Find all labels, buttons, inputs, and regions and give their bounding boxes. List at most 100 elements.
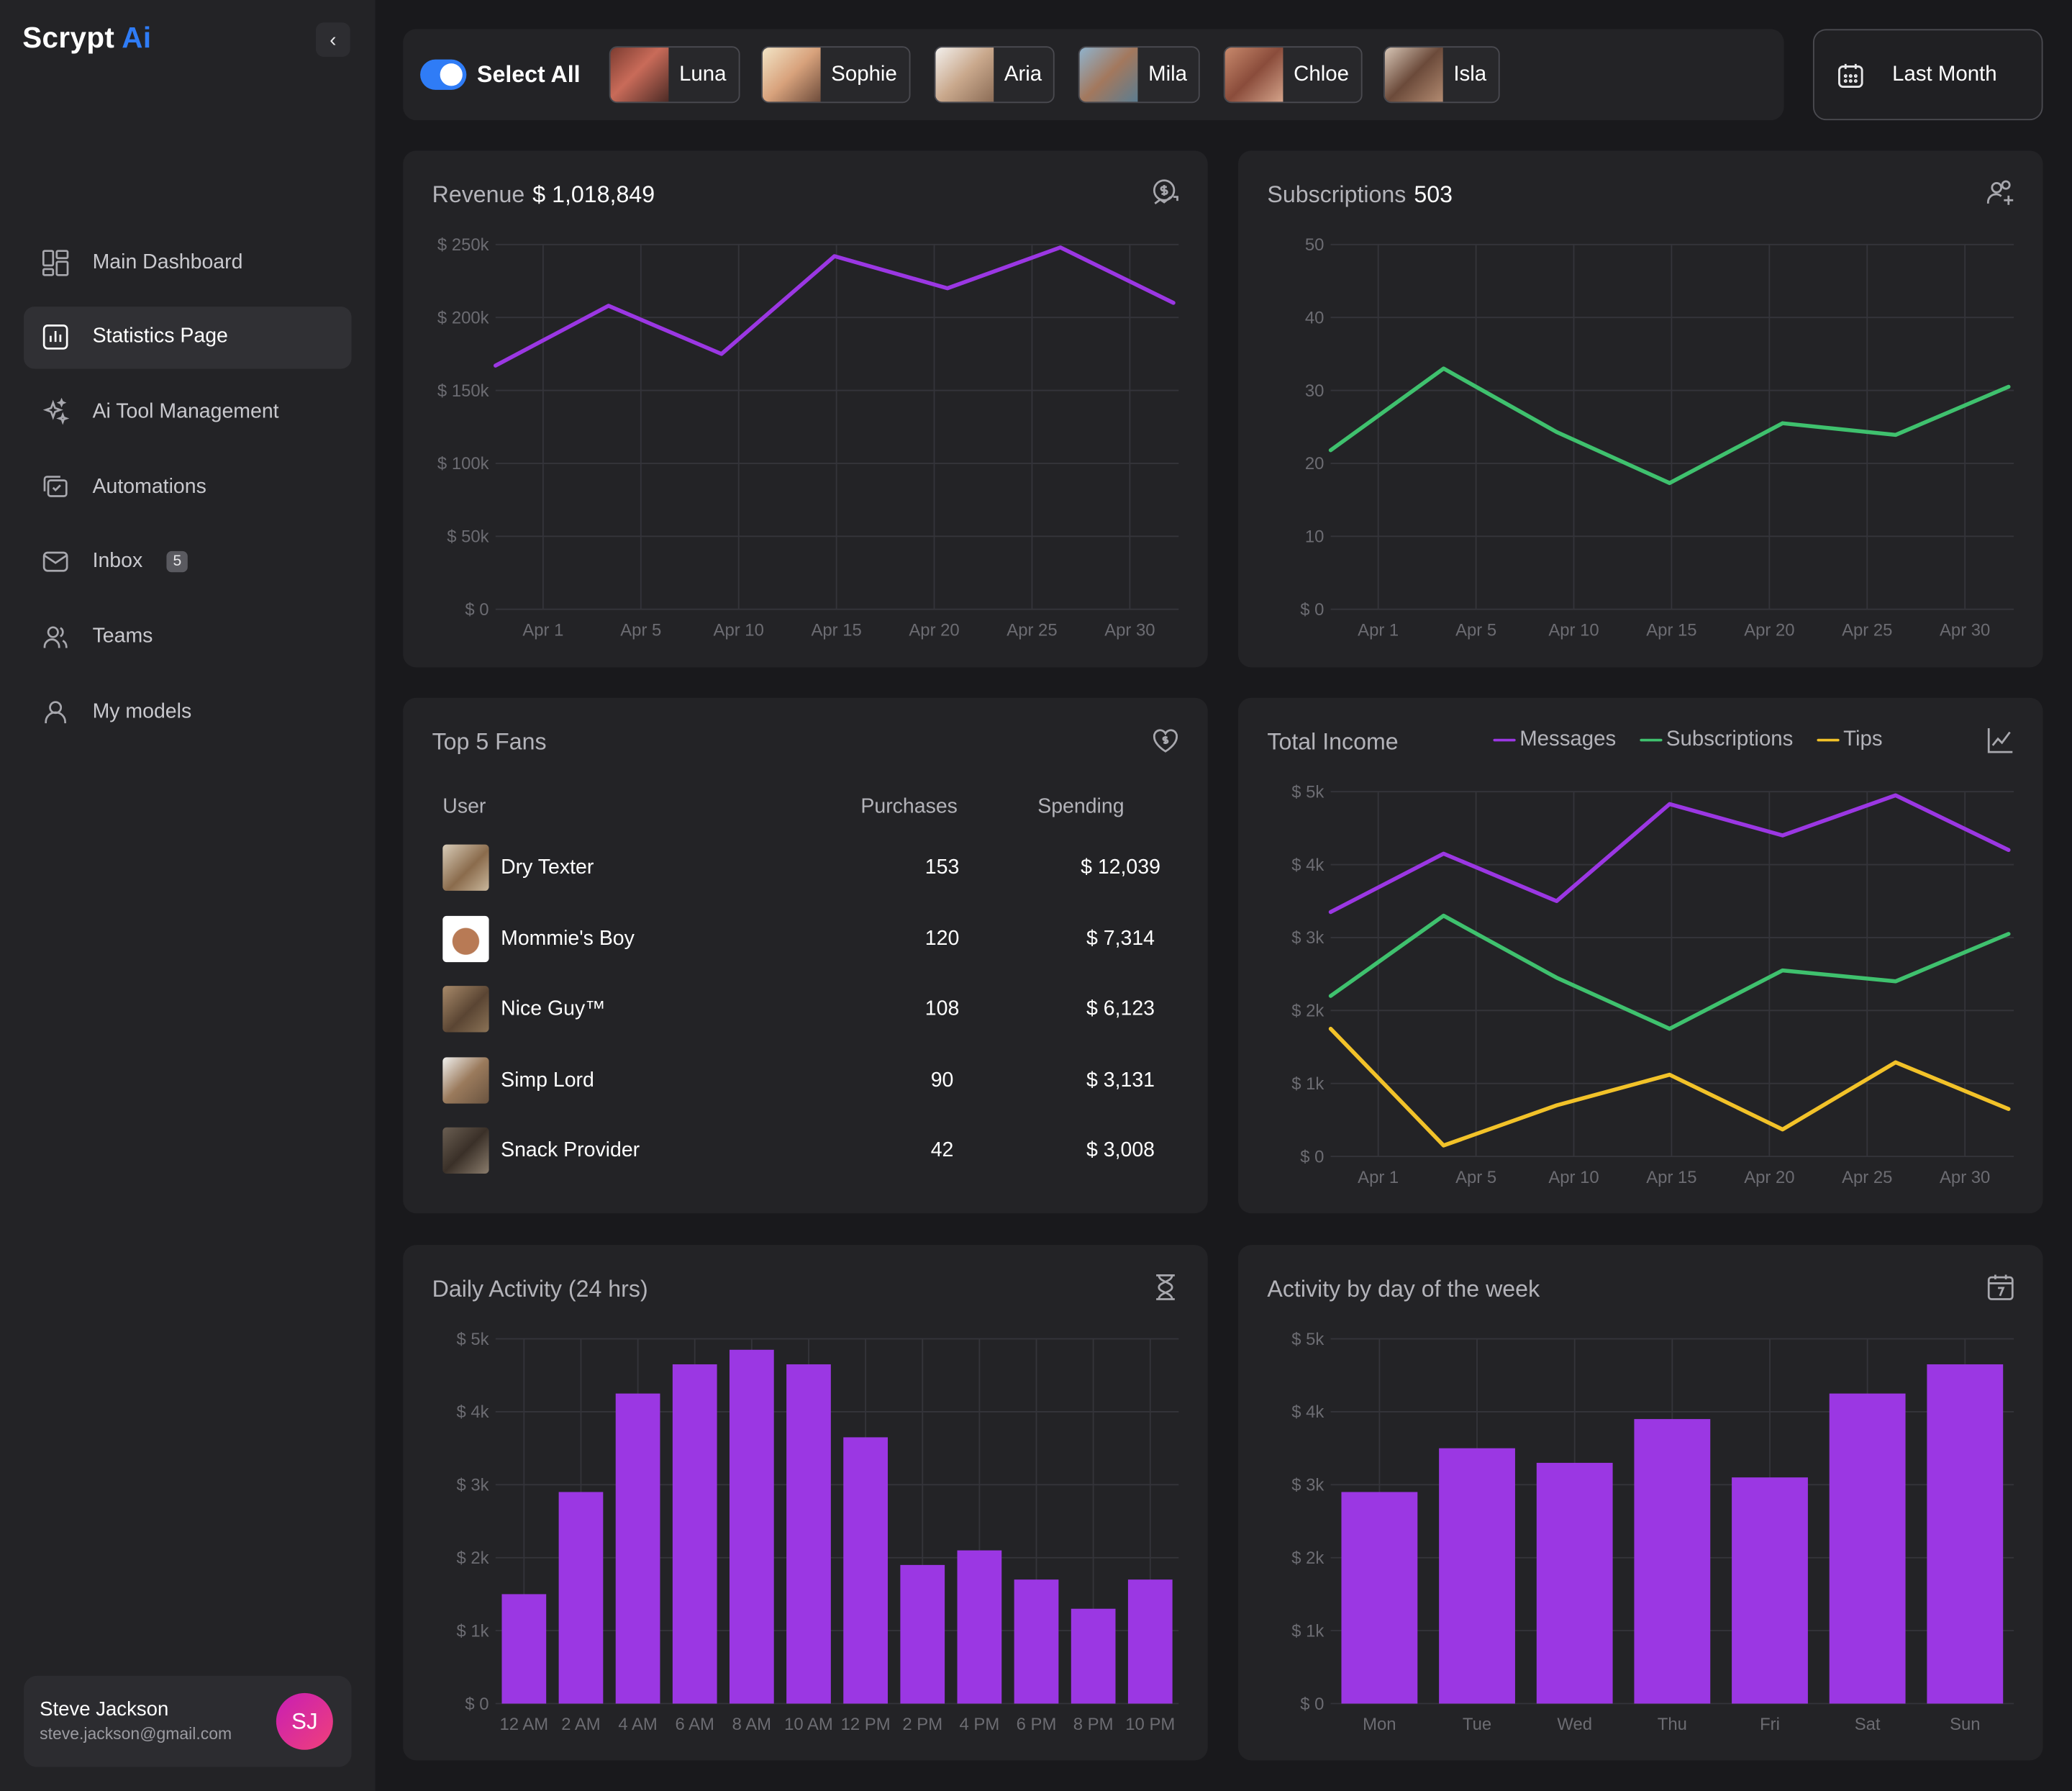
x-tick-label: Apr 5	[620, 620, 661, 640]
legend-swatch	[1640, 738, 1663, 742]
sidebar-item-my-models[interactable]: My models	[24, 681, 352, 743]
legend-item-tips[interactable]: Tips	[1817, 728, 1883, 752]
sidebar-item-teams[interactable]: Teams	[24, 606, 352, 668]
sidebar-item-label: My models	[92, 699, 192, 722]
bar	[615, 1393, 660, 1704]
y-tick-label: $ 200k	[437, 308, 489, 327]
user-name: Steve Jackson	[40, 1698, 169, 1721]
fan-spending: $ 12,039	[1081, 856, 1160, 879]
total-income-title: Total Income	[1267, 728, 1399, 755]
model-chip-luna[interactable]: Luna	[609, 46, 740, 104]
legend-label: Messages	[1519, 728, 1617, 751]
y-tick-label: $ 0	[1300, 1695, 1324, 1714]
y-tick-label: $ 5k	[1291, 1330, 1324, 1349]
x-tick-label: Apr 20	[909, 620, 959, 640]
model-chip-mila[interactable]: Mila	[1078, 46, 1201, 104]
sidebar-item-ai-tool-management[interactable]: Ai Tool Management	[24, 381, 352, 443]
logo-text: Scrypt	[22, 21, 115, 55]
bar-chart-icon	[40, 322, 71, 353]
y-tick-label: $ 2k	[1291, 1549, 1324, 1568]
collapse-sidebar-button[interactable]: ‹	[315, 22, 350, 57]
y-tick-label: 50	[1305, 235, 1324, 255]
bar	[1927, 1364, 2004, 1704]
table-row[interactable]: Simp Lord 90 $ 3,131	[442, 1057, 1156, 1105]
x-tick-label: Sun	[1950, 1715, 1980, 1734]
x-tick-label: Apr 10	[1548, 1168, 1599, 1187]
sidebar-item-main-dashboard[interactable]: Main Dashboard	[24, 231, 352, 293]
sidebar-item-inbox[interactable]: Inbox 5	[24, 531, 352, 593]
sidebar-item-label: Ai Tool Management	[92, 400, 279, 423]
table-row[interactable]: Nice Guy™ 108 $ 6,123	[442, 986, 1156, 1033]
legend-label: Tips	[1843, 728, 1883, 751]
chart-legend: Messages Subscriptions Tips	[1493, 728, 1883, 752]
y-tick-label: $ 2k	[1291, 1002, 1324, 1021]
sidebar-item-statistics-page[interactable]: Statistics Page	[24, 306, 352, 368]
revenue-trend-icon	[1150, 177, 1181, 209]
y-tick-label: $ 150k	[437, 381, 489, 401]
logo-accent: Ai	[122, 21, 152, 55]
fan-avatar	[442, 986, 489, 1033]
avatar[interactable]: SJ	[276, 1692, 333, 1750]
fan-avatar	[442, 1057, 489, 1104]
top-fans-card: Top 5 Fans User Purchases Spending Dry T…	[403, 697, 1208, 1214]
sidebar: Scrypt Ai ‹ Main Dashboard Statistics Pa…	[0, 0, 376, 1791]
model-chip-isla[interactable]: Isla	[1383, 46, 1500, 104]
user-profile-card[interactable]: Steve Jackson steve.jackson@gmail.com SJ	[24, 1675, 352, 1767]
fan-purchases: 108	[924, 997, 960, 1020]
user-email: steve.jackson@gmail.com	[40, 1724, 232, 1744]
model-chip-sophie[interactable]: Sophie	[760, 46, 911, 104]
chevron-left-icon: ‹	[330, 28, 337, 51]
x-tick-label: Apr 20	[1744, 1168, 1794, 1187]
y-tick-label: $ 0	[1300, 600, 1324, 620]
fan-avatar	[442, 915, 489, 963]
table-row[interactable]: Mommie's Boy 120 $ 7,314	[442, 915, 1156, 963]
x-tick-label: Sat	[1855, 1715, 1881, 1734]
fan-purchases: 90	[930, 1069, 954, 1092]
y-tick-label: $ 50k	[447, 527, 489, 547]
y-tick-label: $ 4k	[1291, 856, 1324, 875]
bar	[1536, 1462, 1613, 1704]
bar	[1127, 1579, 1173, 1704]
model-chip-chloe[interactable]: Chloe	[1223, 46, 1363, 104]
y-tick-label: $ 1k	[456, 1621, 489, 1641]
model-photo	[935, 47, 994, 102]
x-tick-label: Apr 30	[1104, 620, 1155, 640]
sidebar-item-label: Inbox	[92, 550, 143, 573]
y-tick-label: $ 100k	[437, 454, 489, 473]
y-tick-label: $ 0	[465, 600, 489, 620]
team-icon	[40, 621, 71, 653]
legend-item-subscriptions[interactable]: Subscriptions	[1640, 728, 1793, 752]
model-name: Mila	[1148, 63, 1187, 86]
weekly-activity-card: Activity by day of the week $ 0 $ 1k $ 2k $…	[1237, 1245, 2043, 1761]
select-all-toggle[interactable]	[420, 59, 467, 90]
table-row[interactable]: Snack Provider 42 $ 3,008	[442, 1127, 1156, 1175]
y-tick-label: $ 0	[1300, 1147, 1324, 1166]
x-tick-label: Apr 15	[811, 620, 861, 640]
subscriptions-card: Subscriptions 503 $ 0 10 20 30 40 50 Apr 1 Apr 5…	[1237, 150, 2043, 668]
bar	[1341, 1492, 1418, 1704]
bar	[558, 1492, 604, 1704]
x-tick-label: Apr 5	[1455, 620, 1496, 640]
x-tick-label: Mon	[1363, 1715, 1396, 1734]
column-header-spending: Spending	[1037, 795, 1124, 818]
column-header-user: User	[442, 795, 486, 818]
model-chip-aria[interactable]: Aria	[934, 46, 1055, 104]
y-tick-label: $ 3k	[1291, 1476, 1324, 1495]
y-tick-label: $ 3k	[1291, 928, 1324, 948]
weekly-activity-chart: $ 0 $ 1k $ 2k $ 3k $ 4k $ 5k Mon Tue Wed Thu Fri Sa…	[1291, 1330, 2014, 1734]
y-tick-label: $ 1k	[1291, 1621, 1324, 1641]
date-range-button[interactable]: Last Month	[1812, 29, 2043, 121]
fan-spending: $ 6,123	[1086, 997, 1155, 1020]
x-tick-label: 2 PM	[902, 1715, 942, 1734]
model-photo	[1079, 47, 1138, 102]
legend-item-messages[interactable]: Messages	[1493, 728, 1616, 752]
user-icon	[40, 696, 71, 727]
fan-name: Nice Guy™	[501, 997, 606, 1020]
fan-name: Simp Lord	[501, 1069, 594, 1092]
x-tick-label: Apr 20	[1744, 620, 1794, 640]
fan-purchases: 153	[924, 856, 960, 879]
table-row[interactable]: Dry Texter 153 $ 12,039	[442, 844, 1160, 892]
x-tick-label: Tue	[1463, 1715, 1491, 1734]
y-tick-label: $ 4k	[1291, 1402, 1324, 1422]
sidebar-item-automations[interactable]: Automations	[24, 456, 352, 518]
